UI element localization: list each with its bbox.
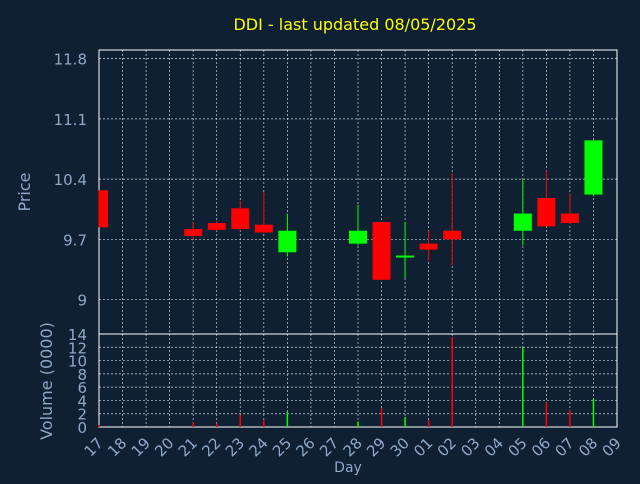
candle-body-02: [443, 230, 462, 240]
price-tick-label: 10.4: [54, 171, 87, 189]
x-tick-label: 09: [599, 434, 625, 460]
x-tick-label: 01: [410, 434, 436, 460]
x-tick-label: 22: [198, 434, 224, 460]
volume-tick-label: 6: [77, 379, 87, 397]
candle-body-07: [560, 213, 579, 223]
candle-body-05: [513, 213, 532, 231]
x-tick-label: 21: [175, 434, 201, 460]
volume-axis-label: Volume (0000): [37, 322, 56, 440]
x-tick-label: 18: [104, 434, 130, 460]
candle-body-28: [349, 230, 367, 244]
x-tick-label: 02: [434, 434, 460, 460]
volume-tick-label: 2: [77, 406, 87, 424]
volume-bar-29: [380, 408, 383, 427]
x-tick-label: 25: [269, 434, 295, 460]
candle-body-21: [184, 229, 203, 236]
price-panel: 9 9.7 10.4 11.1 11.8: [54, 49, 618, 335]
price-tick-label: 9.7: [63, 231, 87, 249]
volume-bar-07: [569, 410, 571, 427]
volume-tick-label: 0: [77, 419, 87, 437]
volume-bar-05: [522, 347, 524, 427]
volume-bar-02: [451, 337, 453, 427]
candle-body-06: [537, 198, 556, 227]
x-tick-label: 06: [528, 434, 554, 460]
x-tick-label: 05: [504, 434, 530, 460]
volume-bar-08: [592, 399, 595, 427]
candle-body-25: [278, 230, 297, 253]
volume-bar-22: [215, 423, 218, 427]
volume-tick-label: 12: [68, 339, 87, 357]
x-tick-label: 30: [387, 434, 413, 460]
volume-tick-label: 14: [68, 326, 87, 344]
candle-body-30: [396, 255, 415, 258]
x-tick-label: 03: [457, 434, 483, 460]
candle-body-24: [254, 224, 273, 233]
candle-body-23: [231, 208, 250, 230]
volume-bar-25: [286, 411, 289, 427]
x-tick-label: 08: [575, 434, 601, 460]
x-tick-label: 20: [151, 434, 177, 460]
x-axis-label: Day: [334, 460, 362, 476]
candle-body-22: [207, 222, 226, 230]
candle-body-17: [99, 190, 108, 228]
chart-title: DDI - last updated 08/05/2025: [233, 15, 476, 34]
price-tick-label: 9: [77, 292, 87, 310]
x-tick-label: 26: [293, 434, 319, 460]
volume-bar-01: [427, 420, 430, 427]
x-tick-label: 23: [222, 434, 248, 460]
x-tick-label: 19: [128, 434, 154, 460]
x-tick-label: 04: [481, 434, 507, 460]
candle-body-08: [584, 140, 603, 195]
candle-body-29: [372, 222, 391, 280]
volume-bar-24: [263, 420, 265, 427]
x-tick-label: 29: [363, 434, 389, 460]
volume-tick-label: 10: [68, 353, 87, 371]
candle-body-01: [419, 243, 438, 250]
price-tick-label: 11.8: [54, 51, 87, 69]
volume-bar-30: [404, 417, 406, 427]
volume-bar-17: [98, 425, 100, 427]
x-tick-label: 07: [552, 434, 578, 460]
price-tick-label: 11.1: [54, 111, 87, 129]
volume-bar-28: [357, 421, 359, 427]
volume-bar-06: [545, 402, 548, 427]
x-axis-ticks: 1718192021222324252627282930010203040506…: [81, 434, 625, 460]
x-tick-label: 24: [245, 434, 271, 460]
volume-bar-21: [192, 422, 194, 427]
x-tick-label: 17: [81, 434, 107, 460]
x-tick-label: 27: [316, 434, 342, 460]
volume-bar-23: [239, 415, 242, 427]
volume-tick-label: 8: [77, 366, 87, 384]
x-tick-label: 28: [340, 434, 366, 460]
volume-tick-label: 4: [77, 392, 87, 410]
price-axis-label: Price: [15, 172, 34, 211]
